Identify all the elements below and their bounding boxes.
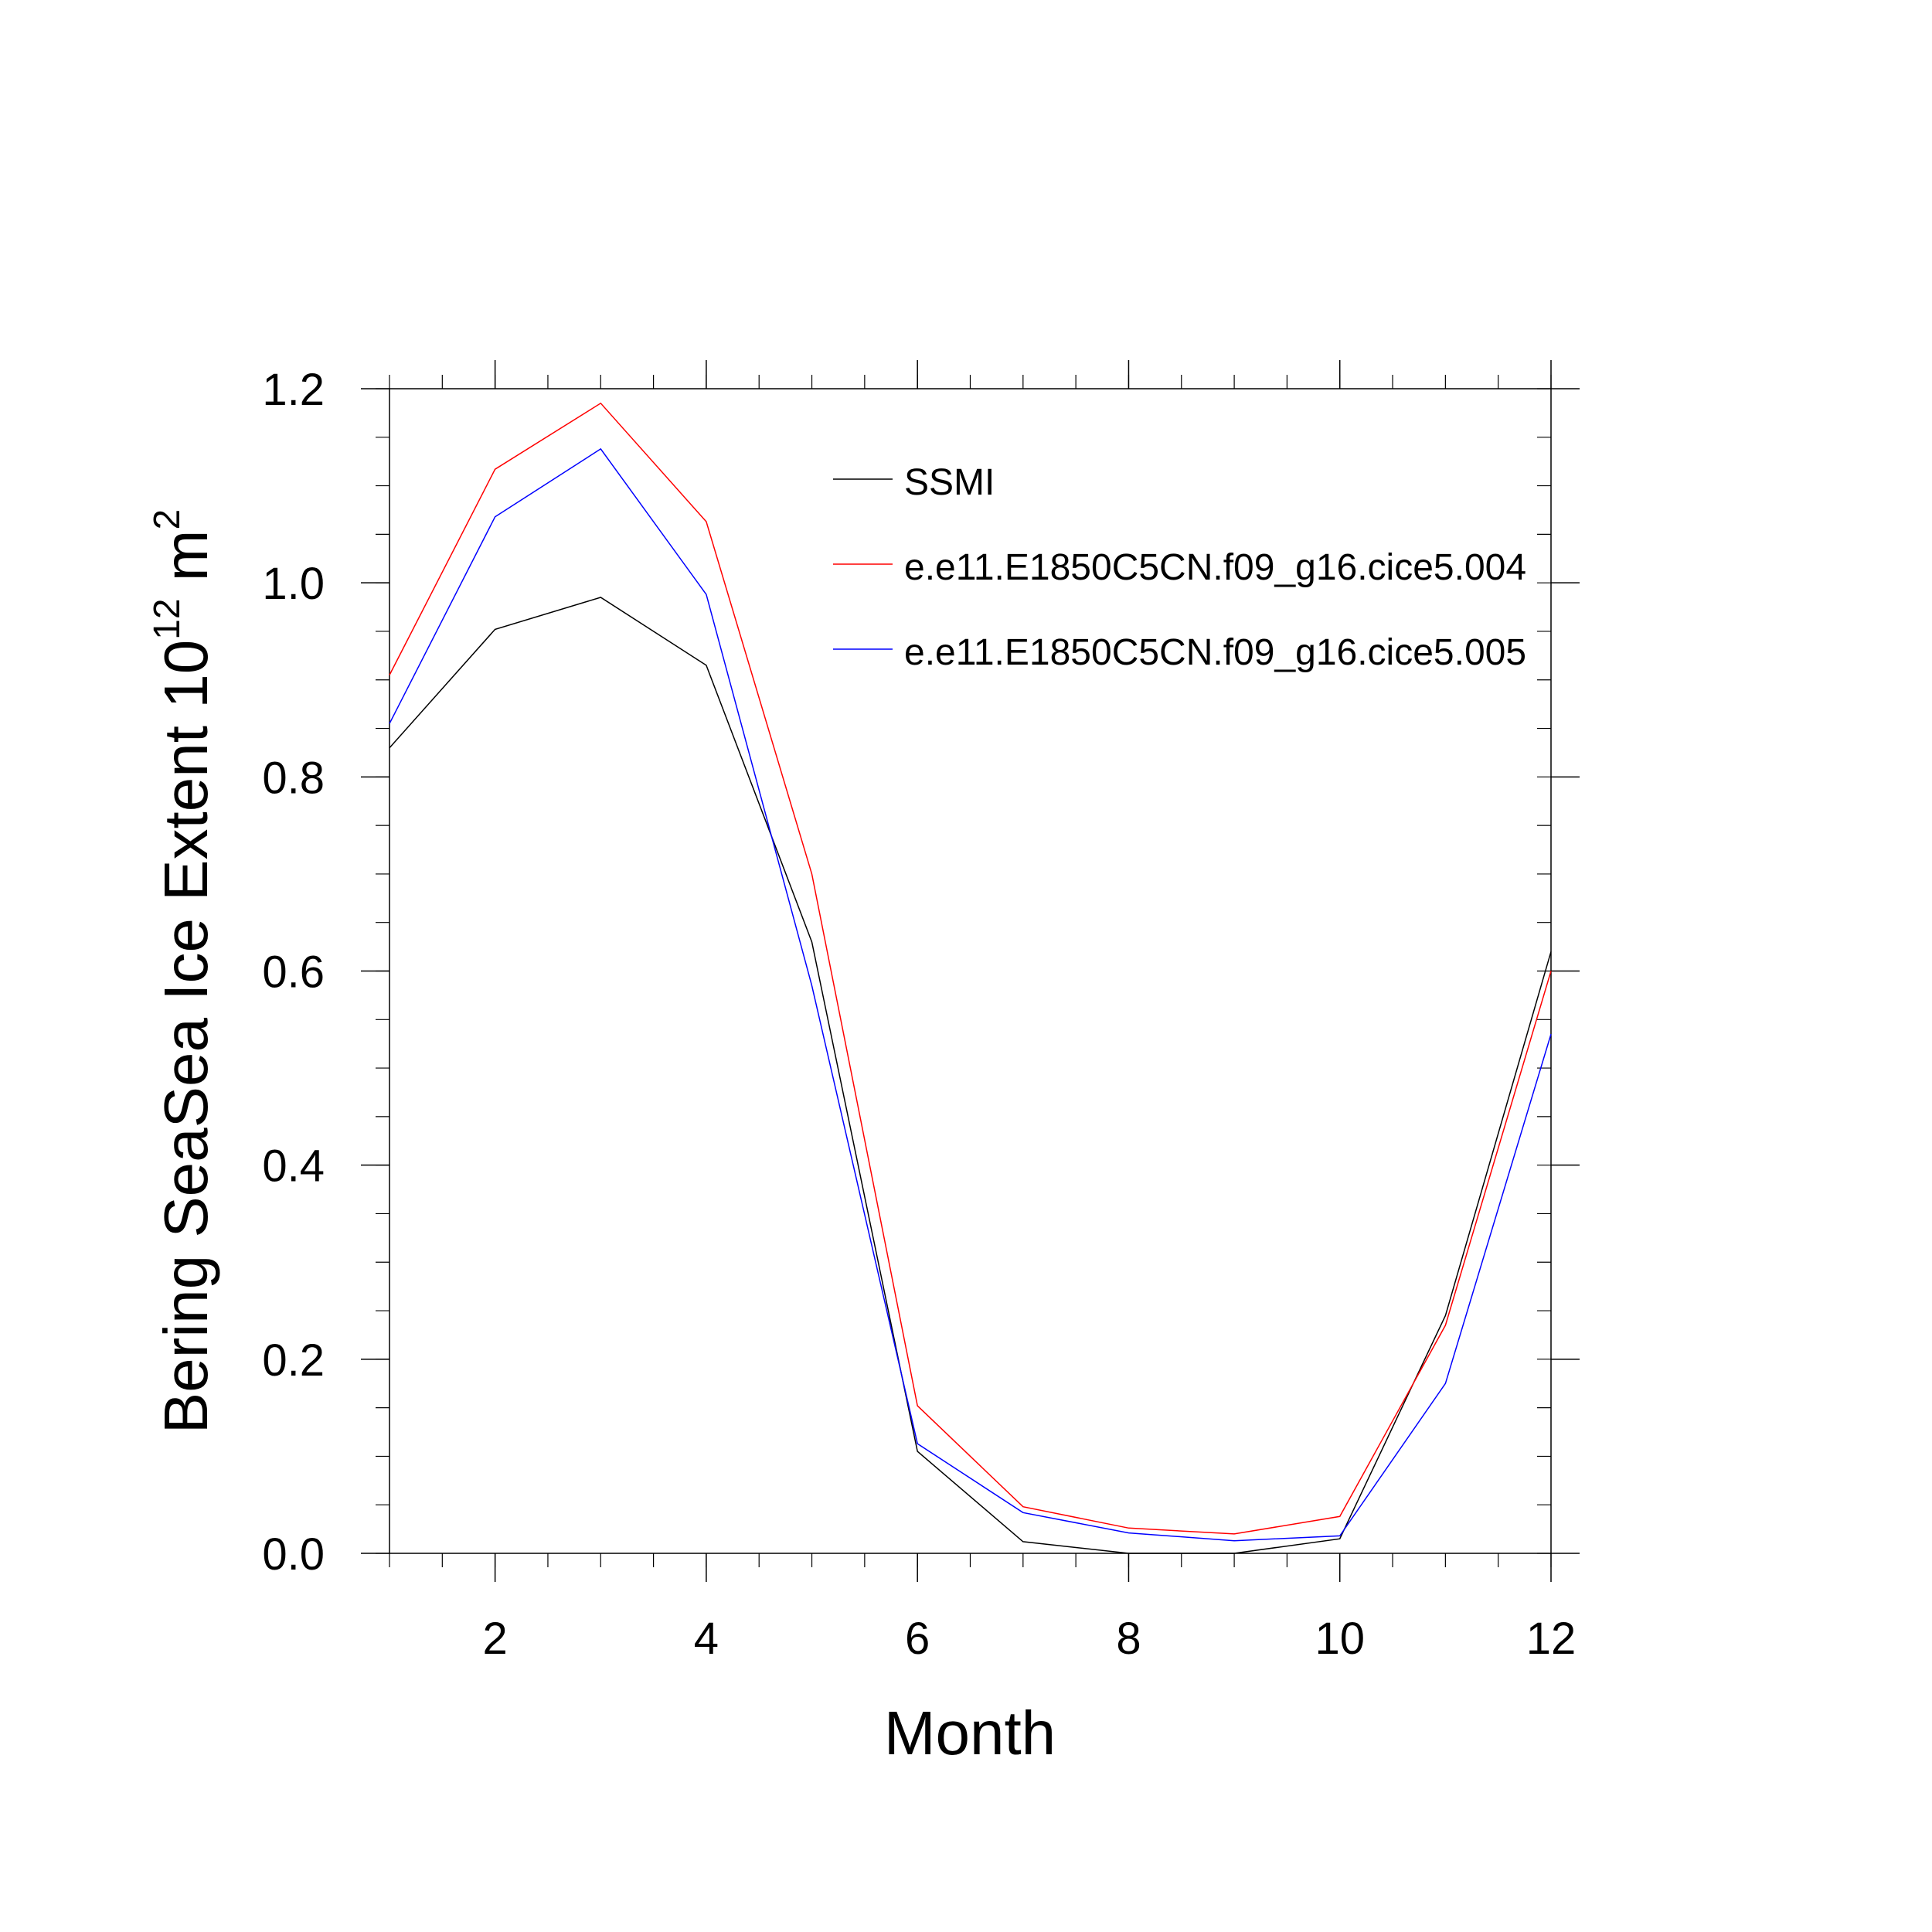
x-tick-labels: 2 4 6 8 10 12 — [483, 1614, 1577, 1664]
series-lines — [389, 402, 1552, 1554]
x-tick-label: 2 — [483, 1614, 508, 1664]
legend: SSMI e.e11.E1850C5CN.f09_g16.cice5.004 e.e… — [833, 462, 1526, 673]
x-tick-label: 4 — [694, 1614, 719, 1664]
x-tick-label: 12 — [1526, 1614, 1577, 1664]
y-tick-label: 0.0 — [262, 1529, 325, 1580]
legend-label: SSMI — [904, 462, 995, 503]
y-tick-label: 0.2 — [262, 1335, 325, 1386]
y-tick-label: 0.6 — [262, 947, 325, 998]
legend-label: e.e11.E1850C5CN.f09_g16.cice5.005 — [904, 632, 1526, 673]
legend-label: e.e11.E1850C5CN.f09_g16.cice5.004 — [904, 547, 1526, 588]
y-tick-labels: 0.0 0.2 0.4 0.6 0.8 1.0 1.2 — [262, 365, 325, 1580]
y-axis-label-text: Bering SeaSea Ice Extent 10 — [151, 640, 220, 1434]
y-axis-label: Bering SeaSea Ice Extent 1012 m2 — [147, 509, 220, 1434]
series-line-e-e11-e1850c5cn-f09-g16-cice5-004 — [389, 402, 1552, 1535]
x-tick-label: 8 — [1116, 1614, 1141, 1664]
y-tick-label: 0.4 — [262, 1141, 325, 1192]
y-axis-label-unit-exponent: 2 — [147, 509, 188, 530]
y-tick-label: 0.8 — [262, 753, 325, 803]
x-tick-label: 6 — [905, 1614, 930, 1664]
major-ticks — [361, 360, 1580, 1582]
y-axis-label-exponent: 12 — [147, 598, 188, 639]
y-tick-label: 1.2 — [262, 365, 325, 415]
series-line-e-e11-e1850c5cn-f09-g16-cice5-005 — [389, 447, 1552, 1542]
y-tick-label: 1.0 — [262, 559, 325, 609]
x-tick-label: 10 — [1315, 1614, 1365, 1664]
x-axis-label: Month — [884, 1699, 1056, 1767]
y-axis-label-unit: m — [151, 530, 220, 599]
series-line-ssmi — [389, 597, 1552, 1554]
